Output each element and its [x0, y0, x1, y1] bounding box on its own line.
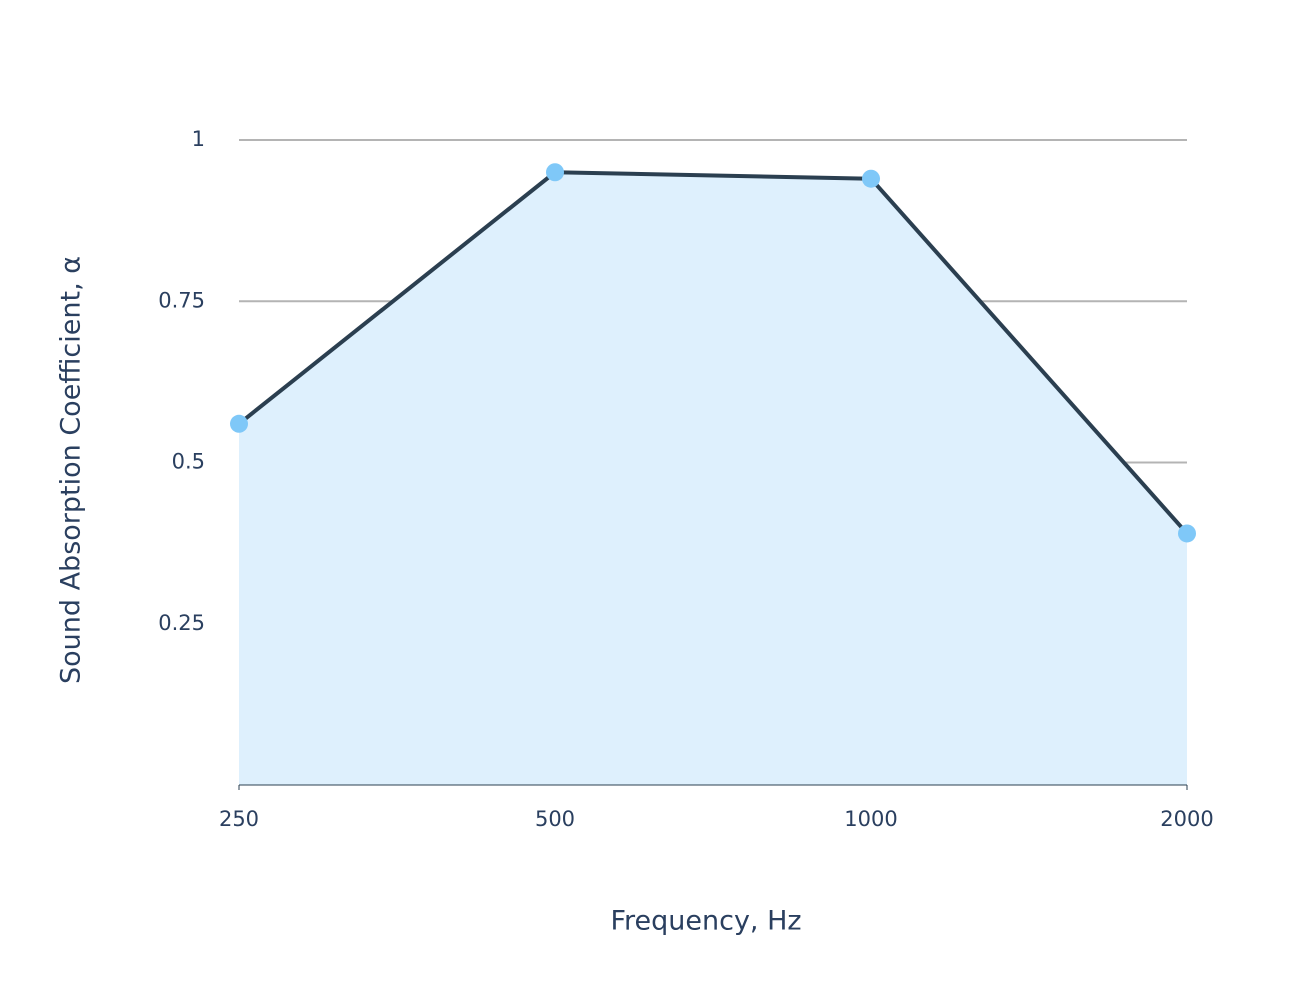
y-tick-label: 0.25 [158, 611, 205, 635]
y-axis-title: Sound Absorption Coefficient, α [56, 256, 87, 684]
x-tick-label: 250 [219, 807, 259, 831]
line [237, 170, 1189, 535]
x-tick-label: 2000 [1160, 807, 1213, 831]
y-tick-label: 0.75 [158, 288, 205, 312]
x-tick-label: 500 [535, 807, 575, 831]
area-fill [239, 172, 1187, 785]
y-tick-label: 1 [192, 127, 205, 151]
x-axis-title: Frequency, Hz [610, 906, 801, 937]
marker [1178, 524, 1196, 543]
marker [862, 169, 880, 188]
y-tick-label: 0.5 [172, 450, 205, 474]
x-tick-label: 1000 [844, 807, 897, 831]
marker [546, 163, 564, 182]
marker [230, 414, 248, 433]
